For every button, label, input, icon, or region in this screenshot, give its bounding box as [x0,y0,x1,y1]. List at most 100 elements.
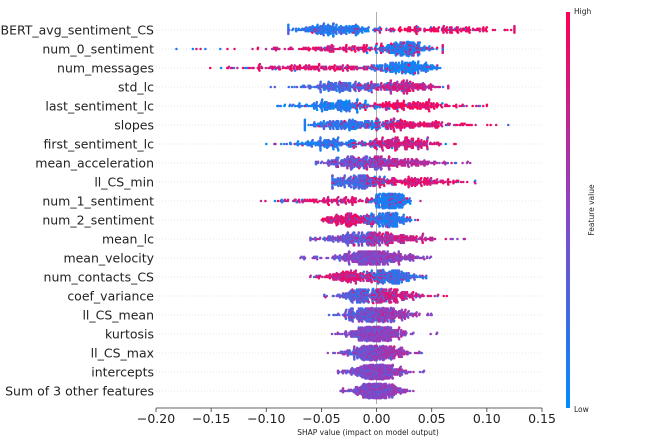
shap-dot [340,109,343,113]
shap-dot [368,46,371,49]
shap-dot [332,22,335,25]
shap-dot [260,66,264,70]
shap-dot [376,47,380,51]
shap-dot [256,46,260,49]
shap-dot [346,244,350,247]
shap-dot [386,119,389,123]
shap-dot [233,47,236,51]
shap-dot [513,31,516,34]
shap-dot [402,213,405,217]
shap-dot [376,88,380,91]
shap-dot [413,42,416,46]
shap-dot [408,61,412,65]
shap-dot [433,107,436,110]
shap-dot [386,127,390,131]
shap-dot [400,28,403,32]
shap-dot [459,30,463,33]
shap-dot [332,127,335,131]
shap-dot [414,218,417,222]
shap-dot [264,66,268,70]
shap-dot [283,47,287,51]
shap-dot [396,52,399,56]
shap-dot [328,65,331,68]
shap-dot [478,27,482,30]
shap-dot [367,119,370,123]
shap-dot [459,27,462,30]
shap-dot [383,175,386,179]
shap-dot [232,66,236,70]
shap-dot [418,52,421,56]
shap-dot [341,64,345,67]
shap-dot [440,106,444,109]
shap-dot [346,198,350,201]
shap-dot [370,90,374,94]
shap-dot [395,157,399,161]
shap-dots [175,22,516,400]
shap-dot [309,47,312,51]
shap-dot [360,244,364,247]
shap-dot [303,199,307,203]
shap-dot [378,206,381,209]
shap-dot [353,243,356,246]
shap-dot [349,185,353,189]
shap-dot [332,107,335,110]
shap-dot [429,83,432,86]
shap-dot [293,64,296,67]
shap-dot [412,89,415,93]
shap-dot [355,68,359,71]
shap-dot [422,121,426,124]
shap-dot [247,66,251,70]
shap-dot [294,27,298,30]
shap-dot [379,103,382,106]
shap-dot [291,47,294,51]
shap-dot [380,81,383,85]
shap-dot [319,80,322,84]
shap-dot [465,180,469,184]
shap-dot [349,89,352,93]
shap-dot [397,61,401,65]
shap-dot [378,212,382,215]
shap-dot [345,50,348,53]
shap-dot [300,66,304,70]
shap-dot [191,47,195,51]
shap-dot [485,30,488,33]
shap-dot [315,198,318,201]
shap-dot [287,85,291,89]
shap-dot [354,201,358,204]
shap-dot [373,243,376,246]
shap-dot [378,175,382,179]
shap-dot [219,47,222,51]
shap-dot [409,199,413,203]
shap-dot [320,49,324,52]
shap-dot [318,236,322,239]
shap-dot [334,47,337,51]
shap-dot [402,222,405,226]
shap-dot [336,165,340,169]
shap-dot [417,68,421,71]
shap-dot [319,136,322,139]
shap-dot [465,104,468,108]
shap-dot [396,109,399,113]
shap-dot [328,32,332,36]
shap-dot [462,180,465,184]
shap-dot [405,136,409,139]
shap-dot [273,65,276,68]
shap-dot [378,121,381,124]
shap-dot [285,142,289,146]
shap-dot [303,118,307,122]
shap-dot [337,203,340,207]
shap-dot [402,41,406,44]
shap-dot [408,30,412,33]
shap-dot [364,108,367,112]
shap-dot [426,28,429,32]
shap-dot [473,179,477,182]
shap-dot [489,123,492,127]
shap-dot [366,175,370,179]
shap-dot [442,24,446,28]
shap-dot [426,136,430,139]
shap-dot [414,123,417,127]
shap-dot [310,85,313,89]
shap-dot [444,142,447,146]
shap-dot [401,60,404,63]
shap-dot [367,89,371,93]
